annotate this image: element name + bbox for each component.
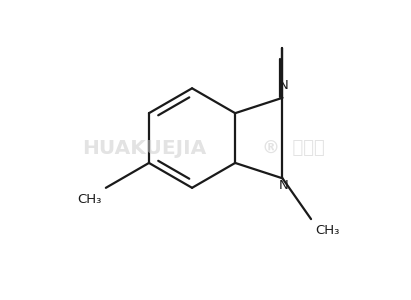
- Text: N: N: [279, 79, 289, 92]
- Text: ®  化学加: ® 化学加: [262, 139, 325, 157]
- Text: HUAKUEJIA: HUAKUEJIA: [83, 139, 207, 158]
- Text: CH₃: CH₃: [315, 224, 339, 237]
- Text: CH₃: CH₃: [78, 193, 102, 206]
- Text: N: N: [279, 179, 289, 192]
